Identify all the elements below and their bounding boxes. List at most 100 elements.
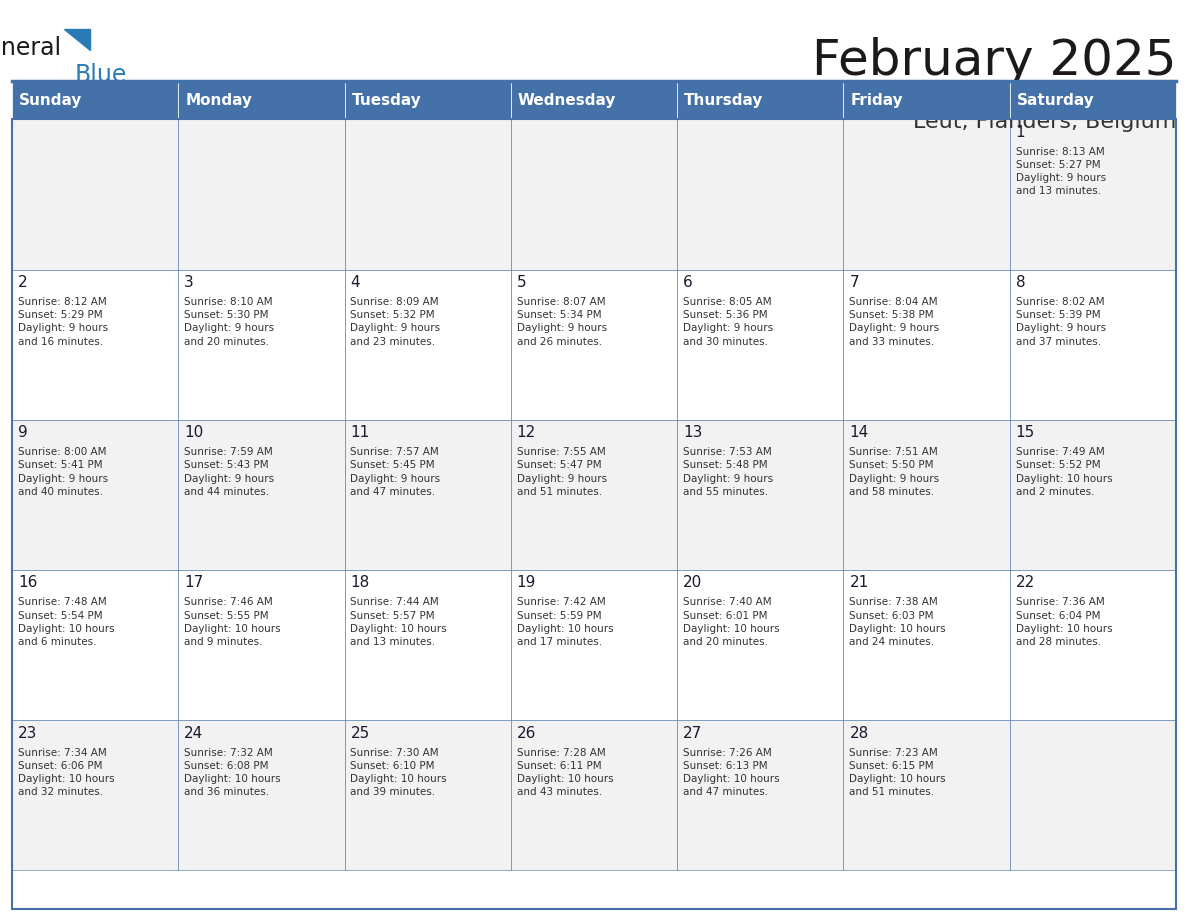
Text: 13: 13 [683, 425, 702, 441]
Text: 16: 16 [18, 576, 37, 590]
Text: Sunrise: 7:49 AM
Sunset: 5:52 PM
Daylight: 10 hours
and 2 minutes.: Sunrise: 7:49 AM Sunset: 5:52 PM Dayligh… [1016, 447, 1112, 497]
Bar [511, 420, 677, 570]
Bar [511, 270, 677, 420]
Bar [677, 420, 843, 570]
Bar [12, 119, 178, 270]
Text: Sunrise: 7:59 AM
Sunset: 5:43 PM
Daylight: 9 hours
and 44 minutes.: Sunrise: 7:59 AM Sunset: 5:43 PM Dayligh… [184, 447, 274, 497]
Bar [843, 420, 1010, 570]
Bar [345, 570, 511, 720]
Text: 21: 21 [849, 576, 868, 590]
Text: Sunrise: 7:42 AM
Sunset: 5:59 PM
Daylight: 10 hours
and 17 minutes.: Sunrise: 7:42 AM Sunset: 5:59 PM Dayligh… [517, 598, 613, 647]
Text: Wednesday: Wednesday [518, 93, 617, 107]
Text: Sunrise: 7:28 AM
Sunset: 6:11 PM
Daylight: 10 hours
and 43 minutes.: Sunrise: 7:28 AM Sunset: 6:11 PM Dayligh… [517, 747, 613, 797]
Text: 15: 15 [1016, 425, 1035, 441]
Text: Sunrise: 8:07 AM
Sunset: 5:34 PM
Daylight: 9 hours
and 26 minutes.: Sunrise: 8:07 AM Sunset: 5:34 PM Dayligh… [517, 297, 607, 347]
Text: 24: 24 [184, 725, 203, 741]
Text: Tuesday: Tuesday [352, 93, 422, 107]
Bar [345, 420, 511, 570]
Text: Leut, Flanders, Belgium: Leut, Flanders, Belgium [912, 112, 1176, 132]
Bar [12, 420, 178, 570]
Bar [677, 570, 843, 720]
Text: 28: 28 [849, 725, 868, 741]
Text: 5: 5 [517, 275, 526, 290]
Text: 12: 12 [517, 425, 536, 441]
Text: 19: 19 [517, 576, 536, 590]
Text: Sunday: Sunday [19, 93, 82, 107]
Text: 18: 18 [350, 576, 369, 590]
Bar [1010, 270, 1176, 420]
Bar [677, 270, 843, 420]
Bar [12, 570, 178, 720]
Bar [1010, 570, 1176, 720]
Text: 9: 9 [18, 425, 27, 441]
Text: 20: 20 [683, 576, 702, 590]
Text: Sunrise: 8:10 AM
Sunset: 5:30 PM
Daylight: 9 hours
and 20 minutes.: Sunrise: 8:10 AM Sunset: 5:30 PM Dayligh… [184, 297, 274, 347]
Text: 11: 11 [350, 425, 369, 441]
Text: Sunrise: 8:12 AM
Sunset: 5:29 PM
Daylight: 9 hours
and 16 minutes.: Sunrise: 8:12 AM Sunset: 5:29 PM Dayligh… [18, 297, 108, 347]
Text: Sunrise: 7:26 AM
Sunset: 6:13 PM
Daylight: 10 hours
and 47 minutes.: Sunrise: 7:26 AM Sunset: 6:13 PM Dayligh… [683, 747, 779, 797]
Bar [12, 119, 1176, 909]
Bar [843, 570, 1010, 720]
Text: Sunrise: 7:38 AM
Sunset: 6:03 PM
Daylight: 10 hours
and 24 minutes.: Sunrise: 7:38 AM Sunset: 6:03 PM Dayligh… [849, 598, 946, 647]
Bar [1010, 720, 1176, 870]
Bar [178, 420, 345, 570]
Bar [12, 81, 178, 119]
Bar [843, 270, 1010, 420]
Bar [677, 119, 843, 270]
Bar [511, 119, 677, 270]
Bar [1010, 119, 1176, 270]
Bar [178, 570, 345, 720]
Text: Sunrise: 7:32 AM
Sunset: 6:08 PM
Daylight: 10 hours
and 36 minutes.: Sunrise: 7:32 AM Sunset: 6:08 PM Dayligh… [184, 747, 280, 797]
Bar [345, 720, 511, 870]
Text: Sunrise: 8:00 AM
Sunset: 5:41 PM
Daylight: 9 hours
and 40 minutes.: Sunrise: 8:00 AM Sunset: 5:41 PM Dayligh… [18, 447, 108, 497]
Text: 25: 25 [350, 725, 369, 741]
Text: Sunrise: 7:53 AM
Sunset: 5:48 PM
Daylight: 9 hours
and 55 minutes.: Sunrise: 7:53 AM Sunset: 5:48 PM Dayligh… [683, 447, 773, 497]
Text: 2: 2 [18, 275, 27, 290]
Bar [178, 720, 345, 870]
Text: Sunrise: 7:34 AM
Sunset: 6:06 PM
Daylight: 10 hours
and 32 minutes.: Sunrise: 7:34 AM Sunset: 6:06 PM Dayligh… [18, 747, 114, 797]
Text: Sunrise: 7:23 AM
Sunset: 6:15 PM
Daylight: 10 hours
and 51 minutes.: Sunrise: 7:23 AM Sunset: 6:15 PM Dayligh… [849, 747, 946, 797]
Bar [1010, 81, 1176, 119]
Text: Blue: Blue [75, 63, 127, 87]
Text: Sunrise: 8:02 AM
Sunset: 5:39 PM
Daylight: 9 hours
and 37 minutes.: Sunrise: 8:02 AM Sunset: 5:39 PM Dayligh… [1016, 297, 1106, 347]
Text: Sunrise: 7:57 AM
Sunset: 5:45 PM
Daylight: 9 hours
and 47 minutes.: Sunrise: 7:57 AM Sunset: 5:45 PM Dayligh… [350, 447, 441, 497]
Text: Sunrise: 7:44 AM
Sunset: 5:57 PM
Daylight: 10 hours
and 13 minutes.: Sunrise: 7:44 AM Sunset: 5:57 PM Dayligh… [350, 598, 447, 647]
Bar [843, 720, 1010, 870]
Text: Sunrise: 7:48 AM
Sunset: 5:54 PM
Daylight: 10 hours
and 6 minutes.: Sunrise: 7:48 AM Sunset: 5:54 PM Dayligh… [18, 598, 114, 647]
Bar [12, 270, 178, 420]
Bar [178, 119, 345, 270]
Polygon shape [64, 29, 90, 50]
Text: General: General [0, 36, 62, 60]
Text: 14: 14 [849, 425, 868, 441]
Text: February 2025: February 2025 [811, 37, 1176, 84]
Text: Thursday: Thursday [684, 93, 764, 107]
Text: 27: 27 [683, 725, 702, 741]
Text: 22: 22 [1016, 576, 1035, 590]
Bar [511, 570, 677, 720]
Bar [178, 270, 345, 420]
Text: 26: 26 [517, 725, 536, 741]
Bar [345, 119, 511, 270]
Bar [178, 81, 345, 119]
Text: Sunrise: 7:55 AM
Sunset: 5:47 PM
Daylight: 9 hours
and 51 minutes.: Sunrise: 7:55 AM Sunset: 5:47 PM Dayligh… [517, 447, 607, 497]
Bar [1010, 420, 1176, 570]
Text: 6: 6 [683, 275, 693, 290]
Bar [843, 119, 1010, 270]
Text: Monday: Monday [185, 93, 252, 107]
Bar [511, 81, 677, 119]
Text: Sunrise: 8:13 AM
Sunset: 5:27 PM
Daylight: 9 hours
and 13 minutes.: Sunrise: 8:13 AM Sunset: 5:27 PM Dayligh… [1016, 147, 1106, 196]
Text: Sunrise: 7:46 AM
Sunset: 5:55 PM
Daylight: 10 hours
and 9 minutes.: Sunrise: 7:46 AM Sunset: 5:55 PM Dayligh… [184, 598, 280, 647]
Text: Sunrise: 8:04 AM
Sunset: 5:38 PM
Daylight: 9 hours
and 33 minutes.: Sunrise: 8:04 AM Sunset: 5:38 PM Dayligh… [849, 297, 940, 347]
Text: Sunrise: 8:05 AM
Sunset: 5:36 PM
Daylight: 9 hours
and 30 minutes.: Sunrise: 8:05 AM Sunset: 5:36 PM Dayligh… [683, 297, 773, 347]
Bar [12, 720, 178, 870]
Text: Sunrise: 7:30 AM
Sunset: 6:10 PM
Daylight: 10 hours
and 39 minutes.: Sunrise: 7:30 AM Sunset: 6:10 PM Dayligh… [350, 747, 447, 797]
Text: Sunrise: 8:09 AM
Sunset: 5:32 PM
Daylight: 9 hours
and 23 minutes.: Sunrise: 8:09 AM Sunset: 5:32 PM Dayligh… [350, 297, 441, 347]
Text: Sunrise: 7:40 AM
Sunset: 6:01 PM
Daylight: 10 hours
and 20 minutes.: Sunrise: 7:40 AM Sunset: 6:01 PM Dayligh… [683, 598, 779, 647]
Text: 1: 1 [1016, 125, 1025, 140]
Text: Saturday: Saturday [1017, 93, 1094, 107]
Text: 23: 23 [18, 725, 37, 741]
Text: 3: 3 [184, 275, 194, 290]
Text: 7: 7 [849, 275, 859, 290]
Text: 10: 10 [184, 425, 203, 441]
Text: 8: 8 [1016, 275, 1025, 290]
